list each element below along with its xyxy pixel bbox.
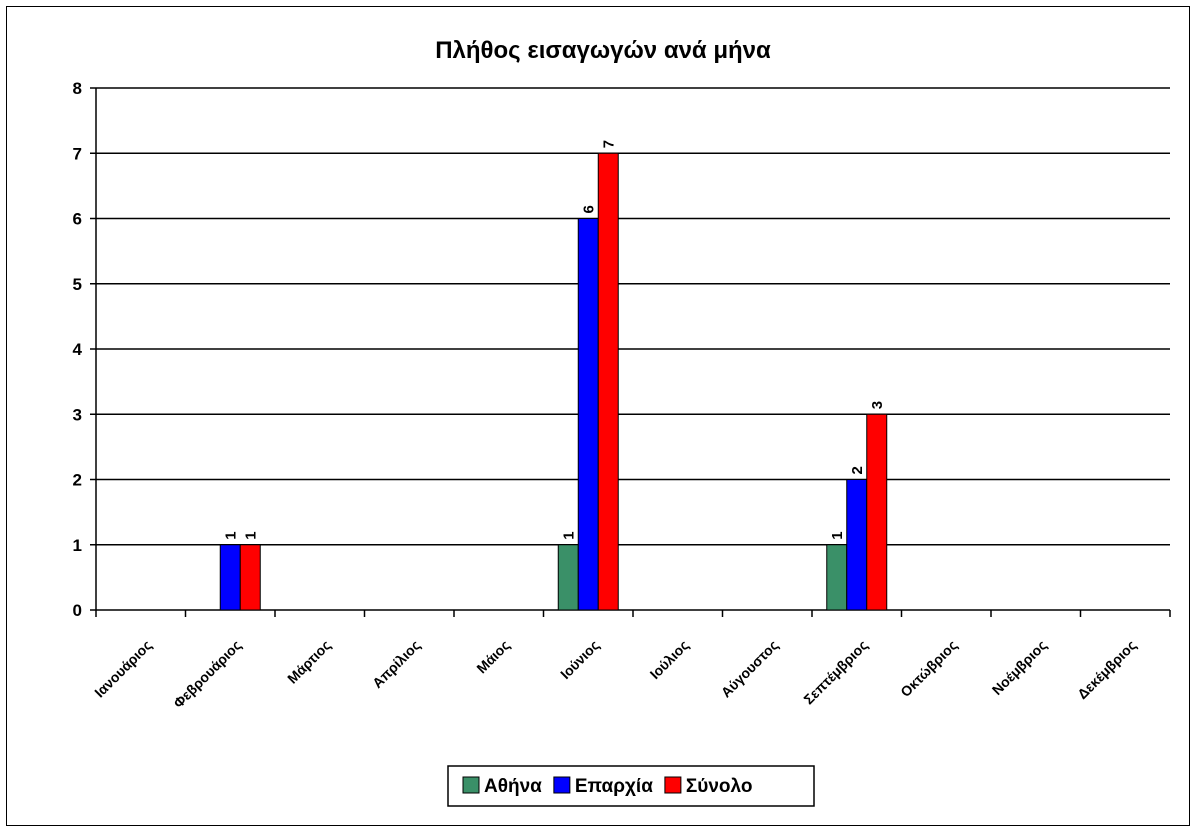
x-tick-label: Ιούλιος [647, 637, 692, 682]
bar [866, 413, 888, 611]
y-tick-labels: 0 1 2 3 4 5 6 7 8 [73, 79, 83, 620]
data-label: 1 [560, 531, 577, 539]
data-label: 1 [829, 531, 846, 539]
data-label: 1 [242, 531, 259, 539]
bar [557, 544, 579, 611]
y-tick-label: 4 [73, 340, 83, 359]
data-label: 1 [222, 531, 239, 539]
legend-box [447, 765, 815, 807]
legend-swatch [553, 776, 571, 794]
legend-label: Σύνολο [686, 776, 753, 797]
bar [597, 152, 619, 611]
legend-swatch [664, 776, 682, 794]
x-tick-label: Δεκέμβριος [1074, 637, 1139, 702]
bars [219, 152, 888, 611]
grid-lines [96, 87, 1170, 546]
x-tick-label: Φεβρουάριος [170, 637, 244, 711]
x-tick-label: Απρίλιος [369, 637, 423, 691]
y-tick-label: 8 [73, 79, 82, 98]
x-tick-label: Οκτώβριος [897, 637, 960, 700]
bar [846, 479, 868, 611]
x-tick-labels: Ιανουάριος Φεβρουάριος Μάρτιος Απρίλιος Μάιο… [91, 637, 1139, 711]
legend-swatch [462, 776, 480, 794]
y-tick-label: 6 [73, 210, 82, 229]
y-tick-label: 7 [73, 144, 82, 163]
chart-title: Πλήθος εισαγωγών ανά μήνα [435, 37, 771, 64]
legend-label: Αθήνα [484, 776, 542, 797]
x-tick-label: Μάιος [473, 637, 513, 677]
x-tick-label: Μάρτιος [284, 637, 334, 687]
y-tick-label: 5 [73, 275, 82, 294]
axes [90, 87, 1171, 617]
x-tick-label: Ιανουάριος [91, 637, 155, 701]
bar [219, 544, 241, 611]
x-tick-label: Νοέμβριος [989, 637, 1050, 698]
bar [577, 218, 599, 611]
data-label: 3 [869, 401, 886, 409]
bar [826, 544, 848, 611]
y-tick-label: 0 [73, 601, 82, 620]
legend-label: Επαρχία [575, 776, 653, 797]
y-tick-label: 2 [73, 471, 82, 490]
x-tick-label: Ιούνιος [557, 637, 602, 682]
data-label: 7 [600, 140, 617, 148]
data-label: 2 [849, 466, 866, 474]
x-tick-label: Αύγουστος [718, 637, 782, 701]
x-tick-label: Σεπτέμβριος [800, 637, 871, 708]
legend: Αθήνα Επαρχία Σύνολο [447, 765, 815, 807]
data-label: 6 [580, 205, 597, 213]
bar [239, 544, 261, 611]
y-tick-label: 1 [73, 536, 82, 555]
y-tick-label: 3 [73, 405, 82, 424]
